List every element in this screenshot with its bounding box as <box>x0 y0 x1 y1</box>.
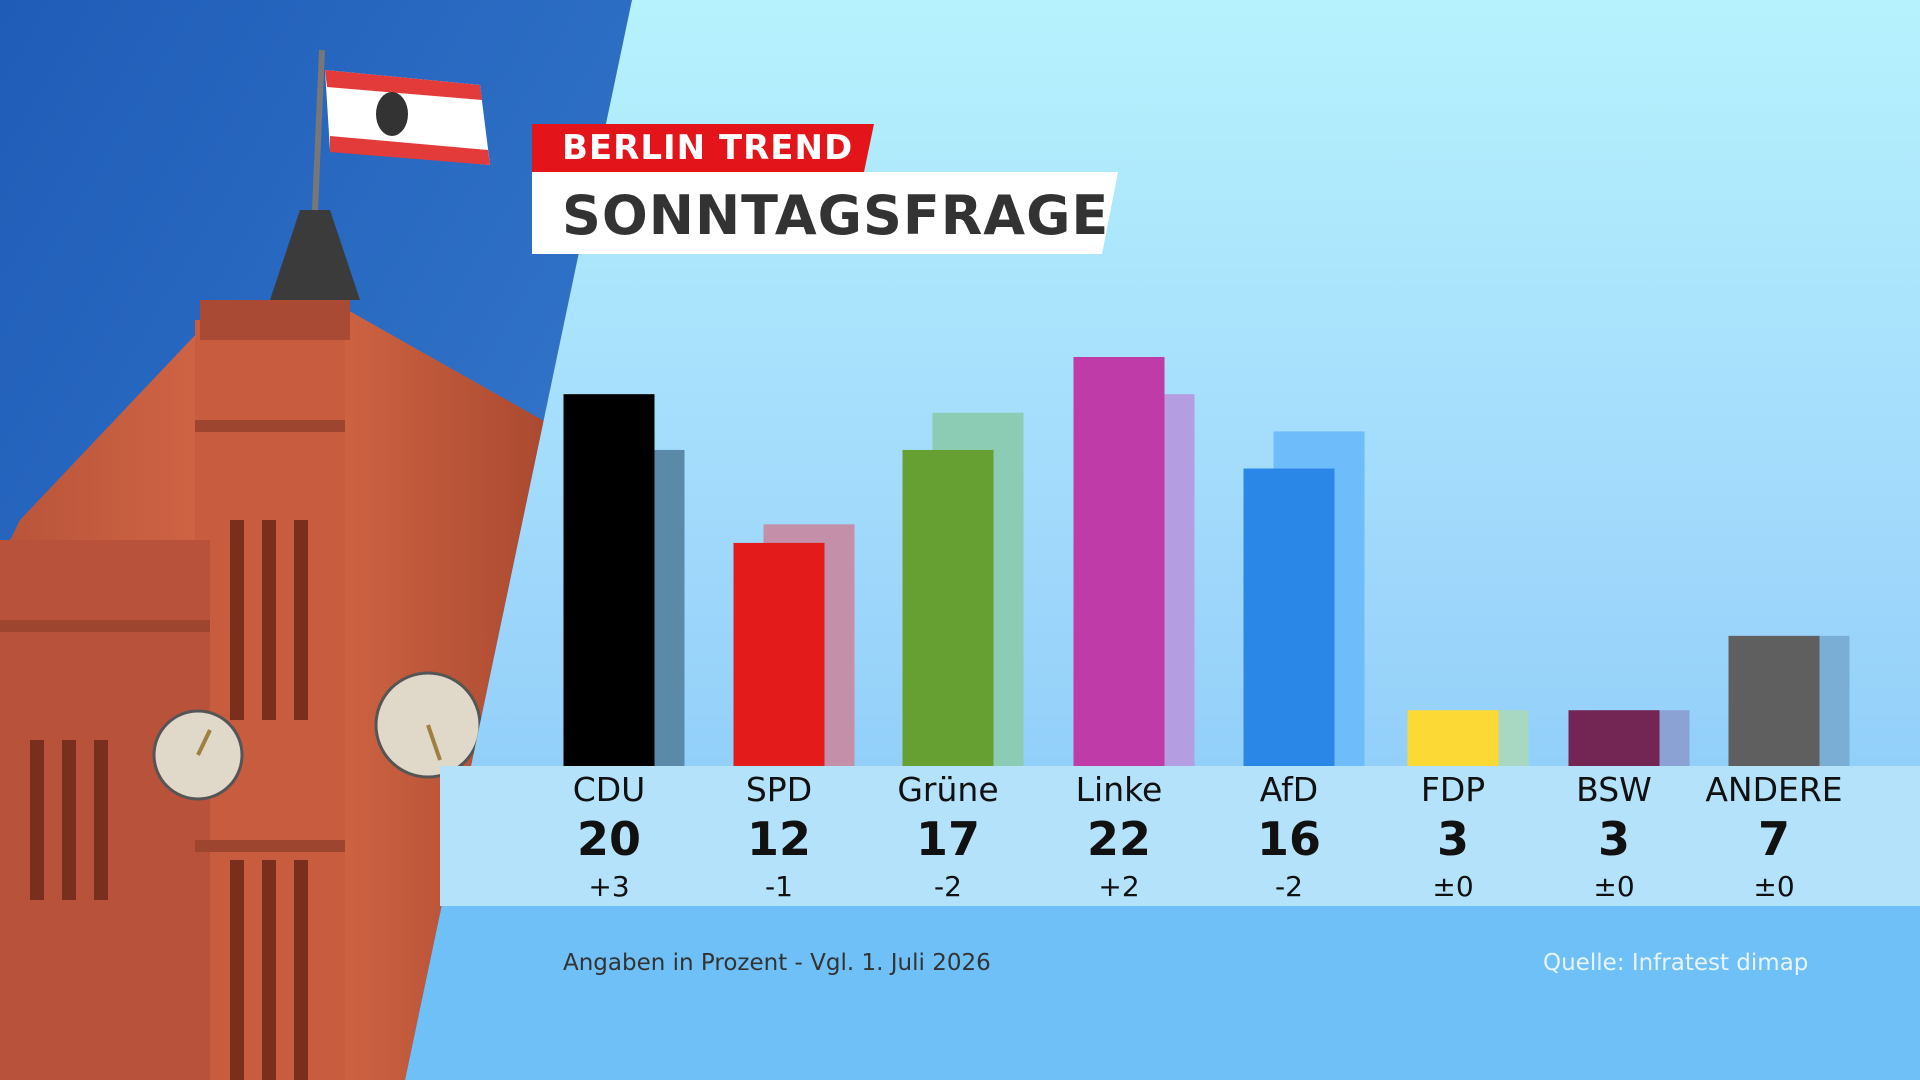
party-change: -1 <box>765 870 793 903</box>
party-change: ±0 <box>1753 870 1795 903</box>
bar-group <box>563 357 1850 766</box>
party-name: FDP <box>1420 770 1486 809</box>
party-value: 3 <box>1597 812 1630 866</box>
party-name: ANDERE <box>1705 770 1843 809</box>
bar-fdp <box>1407 710 1499 766</box>
tag-background <box>532 124 874 172</box>
party-change: ±0 <box>1432 870 1474 903</box>
party-name: AfD <box>1259 770 1319 809</box>
title-box: SONNTAGSFRAGE <box>532 172 1120 254</box>
bar-andere <box>1728 635 1820 766</box>
party-value: 16 <box>1256 812 1321 866</box>
party-name: Linke <box>1075 770 1163 809</box>
party-name: BSW <box>1576 770 1652 809</box>
bar-spd <box>733 542 825 766</box>
chart-title: SONNTAGSFRAGE <box>562 184 1110 247</box>
city-hall-photo <box>0 0 632 1080</box>
party-change: -2 <box>1275 870 1303 903</box>
source-credit: Quelle: Infratest dimap <box>1543 950 1809 976</box>
party-change: +3 <box>588 870 630 903</box>
party-value: 12 <box>746 812 811 866</box>
bar-afd <box>1243 468 1335 766</box>
party-change: +2 <box>1098 870 1140 903</box>
berlin-flag-icon <box>325 70 490 165</box>
bar-cdu <box>563 394 655 766</box>
party-value: 7 <box>1757 812 1790 866</box>
bar-linke <box>1073 357 1165 766</box>
title-background <box>532 172 1118 254</box>
party-value: 20 <box>576 812 641 866</box>
party-name: Grüne <box>897 770 999 809</box>
berlin-trend-tag: BERLIN TREND <box>532 124 874 172</box>
party-name: SPD <box>745 770 813 809</box>
tag-label: BERLIN TREND <box>562 128 854 168</box>
party-name: CDU <box>572 770 646 809</box>
footnote: Angaben in Prozent - Vgl. 1. Juli 2026 <box>563 950 991 976</box>
party-value: 22 <box>1086 812 1151 866</box>
bar-bsw <box>1568 710 1660 766</box>
party-value: 17 <box>915 812 980 866</box>
party-value: 3 <box>1436 812 1469 866</box>
party-change: ±0 <box>1593 870 1635 903</box>
label-band <box>440 766 1920 906</box>
bar-grne <box>902 449 994 766</box>
party-change: -2 <box>934 870 962 903</box>
